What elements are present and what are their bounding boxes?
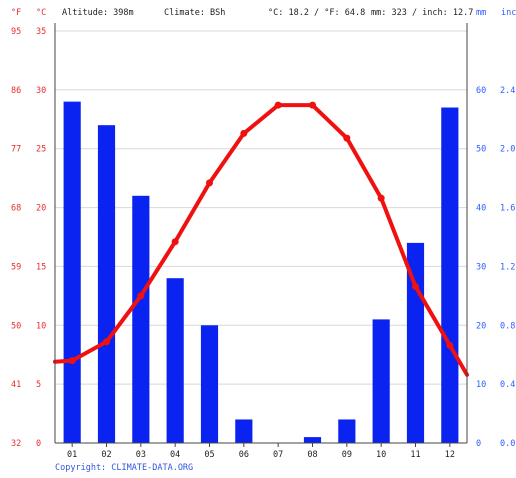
temp-point — [206, 179, 213, 187]
unit-inch-label: inch — [501, 8, 516, 18]
tick-label-inch: 0.8 — [500, 321, 515, 331]
tick-label-c: 10 — [36, 321, 46, 331]
precip-bar — [372, 319, 390, 443]
tick-label-c: 25 — [36, 145, 46, 155]
temp-point — [309, 101, 316, 109]
tick-label-c: 5 — [36, 380, 41, 390]
x-tick-label: 07 — [273, 450, 283, 460]
x-tick-label: 06 — [239, 450, 249, 460]
tick-label-mm: 30 — [476, 262, 486, 272]
tick-label-mm: 50 — [476, 145, 486, 155]
temp-point — [171, 238, 179, 246]
precip-bar — [63, 101, 81, 443]
tick-label-f: 59 — [11, 262, 21, 272]
tick-label-c: 15 — [36, 262, 46, 272]
tick-label-mm: 0 — [476, 439, 481, 449]
tick-label-mm: 40 — [476, 204, 486, 214]
temp-point — [343, 134, 351, 142]
precip-bar — [132, 195, 150, 443]
tick-label-c: 30 — [36, 86, 46, 96]
altitude-label: Altitude: 398m — [62, 8, 134, 18]
x-tick-label: 10 — [376, 450, 386, 460]
unit-f-label: °F — [11, 8, 21, 18]
tick-label-f: 95 — [11, 27, 21, 37]
precip-summary-label: mm: 323 / inch: 12.7 — [371, 8, 473, 18]
temp-point — [412, 282, 419, 290]
unit-c-label: °C — [36, 8, 46, 18]
temperature-line — [53, 101, 469, 377]
precip-bar — [97, 125, 116, 444]
x-tick-label: 02 — [101, 450, 111, 460]
tick-label-mm: 10 — [476, 380, 486, 390]
temp-summary-label: °C: 18.2 / °F: 64.8 — [268, 8, 365, 18]
x-tick-label: 09 — [342, 450, 352, 460]
temp-point — [240, 129, 248, 137]
axes — [54, 23, 468, 447]
temp-point — [274, 101, 282, 109]
x-tick-label: 03 — [136, 450, 146, 460]
temp-point — [377, 194, 385, 202]
x-tick-label: 12 — [445, 450, 455, 460]
tick-label-f: 50 — [11, 321, 21, 331]
tick-label-inch: 1.6 — [500, 204, 515, 214]
unit-mm-label: mm — [476, 8, 486, 18]
tick-label-inch: 1.2 — [500, 262, 515, 272]
temp-point — [446, 341, 454, 349]
temp-line-path — [53, 103, 469, 377]
tick-label-f: 32 — [11, 439, 21, 449]
x-tick-label: 01 — [67, 450, 77, 460]
precip-bar — [166, 278, 184, 443]
copyright-text: Copyright: CLIMATE-DATA.ORG — [55, 463, 193, 473]
x-tick-label: 11 — [410, 450, 420, 460]
temp-point — [68, 357, 76, 365]
x-tick-label: 04 — [170, 450, 180, 460]
tick-label-inch: 0.4 — [500, 380, 515, 390]
precip-bar — [200, 325, 219, 443]
precip-bar — [441, 107, 459, 443]
x-tick-label: 08 — [307, 450, 317, 460]
precip-bar — [338, 419, 356, 443]
tick-label-c: 20 — [36, 204, 46, 214]
axis-labels: 32 0 41 5 50 10 59 15 68 20 77 25 86 30 95 35 0 0.0 10 0.4 2… — [11, 27, 515, 460]
tick-label-inch: 2.0 — [500, 145, 515, 155]
precip-bar — [303, 437, 322, 443]
x-tick-label: 05 — [204, 450, 214, 460]
chart-header: °F °C Altitude: 398m Climate: BSh °C: 18… — [11, 8, 516, 18]
tick-label-f: 68 — [11, 204, 21, 214]
tick-label-c: 0 — [36, 439, 41, 449]
climate-label: Climate: BSh — [164, 8, 225, 18]
tick-label-f: 86 — [11, 86, 21, 96]
tick-label-inch: 2.4 — [500, 86, 515, 96]
tick-label-mm: 20 — [476, 321, 486, 331]
precipitation-bars — [63, 101, 459, 444]
grid-lines — [55, 30, 467, 444]
tick-label-inch: 0.0 — [500, 439, 515, 449]
tick-label-f: 77 — [11, 145, 21, 155]
tick-label-f: 41 — [11, 380, 21, 390]
precip-bar — [235, 419, 253, 443]
tick-label-c: 35 — [36, 27, 46, 37]
temp-point — [103, 338, 110, 346]
tick-label-mm: 60 — [476, 86, 486, 96]
temp-point — [137, 292, 145, 300]
